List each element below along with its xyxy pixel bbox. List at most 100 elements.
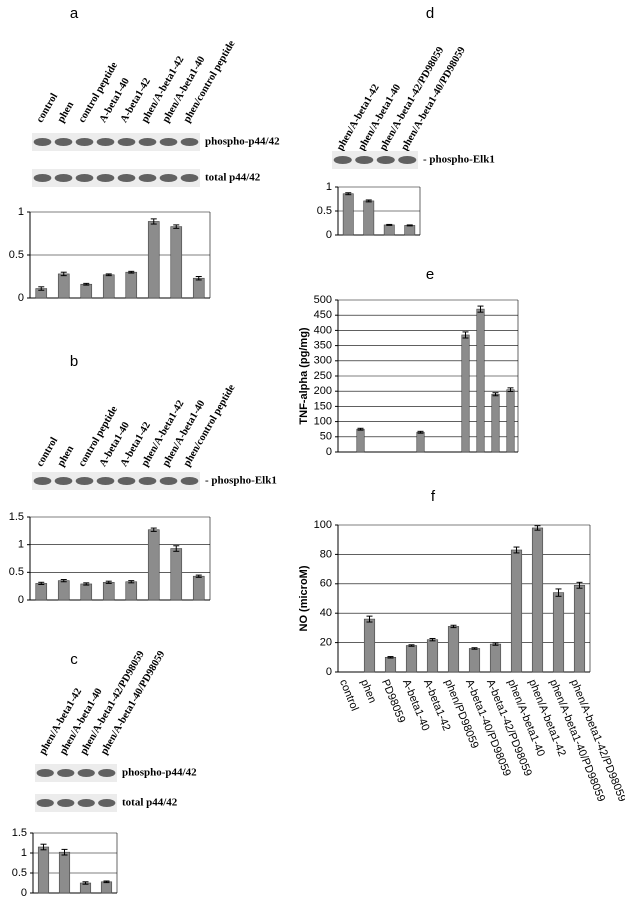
- panel-letter: c: [70, 651, 78, 668]
- y-tick-label: 0: [21, 887, 27, 899]
- x-tick-label: phen: [358, 678, 378, 705]
- error-bar: [61, 848, 68, 856]
- y-tick-label: 450: [314, 309, 332, 321]
- panel-letter: d: [426, 5, 434, 22]
- panel-letter: b: [70, 353, 78, 370]
- blot-band: [57, 769, 75, 777]
- error-bar: [195, 574, 202, 578]
- blot-band: [54, 138, 73, 146]
- blot-strip: [32, 169, 200, 187]
- error-bar: [103, 880, 110, 884]
- blot-band: [117, 174, 136, 182]
- y-tick-label: 1: [21, 847, 27, 859]
- blot-label: - phospho-Elk1: [205, 475, 277, 487]
- bar: [170, 548, 183, 601]
- error-bar: [576, 581, 583, 589]
- lane-label: phen: [56, 444, 77, 469]
- y-tick-label: 1: [18, 539, 24, 551]
- y-tick-label: 20: [320, 637, 332, 649]
- blot-label: - phospho-Elk1: [423, 154, 495, 166]
- bar: [383, 224, 395, 236]
- x-tick-label: control: [337, 678, 360, 713]
- bar: [125, 271, 138, 299]
- bar: [363, 618, 376, 673]
- bar: [461, 334, 470, 453]
- y-tick-label: 0.5: [317, 205, 332, 217]
- y-tick-label: 1: [18, 206, 24, 218]
- bar: [125, 581, 138, 601]
- y-tick-label: 500: [314, 294, 332, 306]
- bar: [100, 881, 113, 894]
- bar: [531, 527, 544, 673]
- y-tick-label: 1.5: [9, 511, 24, 523]
- blot-band: [98, 799, 116, 807]
- blot-strip: [32, 472, 200, 490]
- blot-band: [138, 174, 157, 182]
- blot-band: [33, 477, 52, 485]
- blot-band: [75, 477, 94, 485]
- error-bar: [150, 218, 157, 225]
- panel-letter: f: [431, 488, 436, 505]
- blot-label: phospho-p44/42: [205, 136, 280, 148]
- y-tick-label: 350: [314, 340, 332, 352]
- error-bar: [105, 580, 112, 584]
- bar: [356, 428, 365, 453]
- y-tick-label: 0.5: [9, 566, 24, 578]
- lane-label: phen: [56, 100, 77, 125]
- blot-band: [333, 156, 352, 164]
- error-bar: [477, 305, 484, 313]
- bar: [573, 584, 586, 673]
- blot-band: [398, 156, 417, 164]
- error-bar: [128, 270, 135, 274]
- blot-band: [57, 799, 75, 807]
- blot-band: [54, 174, 73, 182]
- error-bar: [60, 271, 67, 277]
- y-tick-label: 0: [326, 229, 332, 241]
- y-tick-label: 250: [314, 370, 332, 382]
- blot-band: [180, 477, 199, 485]
- y-tick-label: 0: [18, 292, 24, 304]
- bar: [510, 549, 523, 673]
- bar: [102, 274, 115, 299]
- bar: [192, 277, 205, 299]
- y-tick-label: 0: [326, 446, 332, 458]
- y-tick-label: 0: [18, 594, 24, 606]
- y-tick-label: 100: [314, 519, 332, 531]
- error-bar: [429, 637, 436, 642]
- blot-band: [376, 156, 395, 164]
- panel-letter: a: [70, 5, 79, 22]
- y-tick-label: 200: [314, 385, 332, 397]
- y-tick-label: 1.5: [12, 827, 27, 839]
- blot-band: [36, 799, 54, 807]
- y-tick-label: 150: [314, 400, 332, 412]
- error-bar: [450, 624, 457, 629]
- error-bar: [82, 881, 89, 885]
- error-bar: [387, 656, 394, 659]
- error-bar: [173, 224, 180, 229]
- blot-band: [138, 477, 157, 485]
- blot-strip: [35, 794, 117, 812]
- blot-band: [180, 174, 199, 182]
- error-bar: [471, 647, 478, 650]
- error-bar: [386, 223, 393, 226]
- bar: [147, 221, 160, 299]
- blot-band: [77, 769, 95, 777]
- y-tick-label: 60: [320, 578, 332, 590]
- error-bar: [507, 387, 514, 393]
- error-bar: [555, 588, 562, 597]
- error-bar: [357, 427, 364, 431]
- bar: [384, 656, 397, 673]
- bar: [491, 393, 500, 453]
- blot-band: [159, 138, 178, 146]
- error-bar: [534, 525, 541, 531]
- blot-band: [36, 769, 54, 777]
- blot-band: [159, 477, 178, 485]
- blot-band: [54, 477, 73, 485]
- bar: [476, 308, 485, 453]
- bar: [447, 626, 460, 673]
- bar: [416, 431, 425, 453]
- blot-strip: [332, 151, 418, 169]
- bar: [552, 592, 565, 673]
- blot-band: [159, 174, 178, 182]
